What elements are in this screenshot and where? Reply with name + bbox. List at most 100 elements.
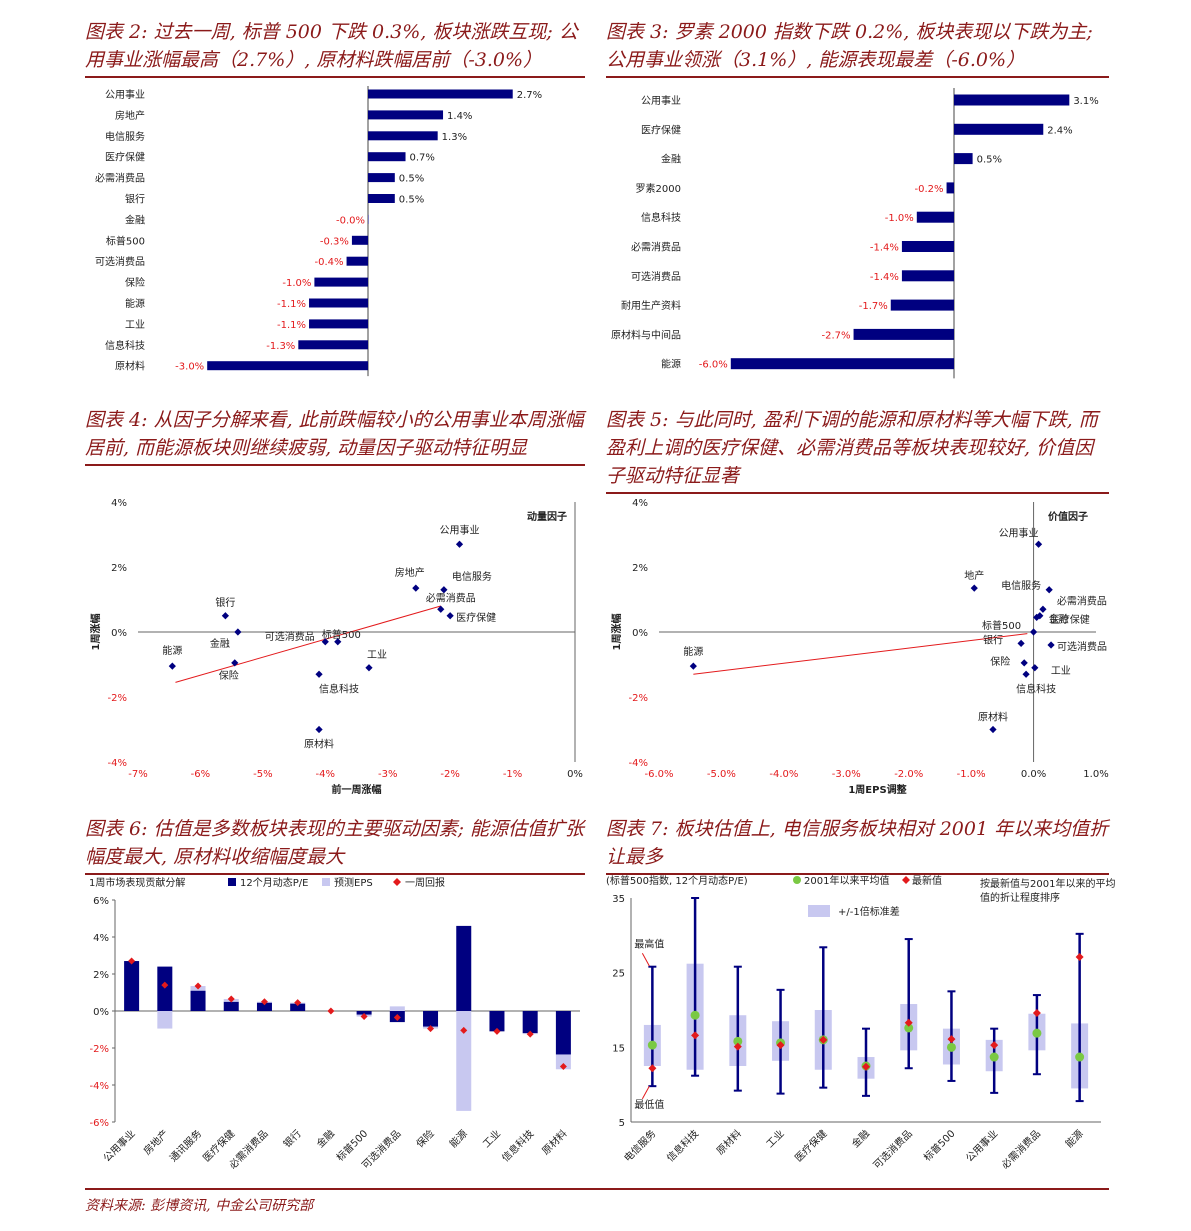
fig6-legend-swatch — [393, 878, 401, 886]
fig7-average-marker — [690, 1010, 700, 1020]
fig2-category-label: 标普500 — [106, 234, 145, 247]
fig4-point — [315, 725, 323, 734]
fig3-title: 图表 3: 罗素 2000 指数下跌 0.2%, 板块表现以下跌为主; 公用事业… — [606, 18, 1109, 78]
fig3-category-label: 公用事业 — [641, 94, 681, 107]
fig6-eps-bar — [157, 1011, 173, 1029]
fig3-value-label: 3.1% — [1073, 96, 1098, 107]
fig4-point — [221, 612, 229, 620]
fig4-x-tick: -6% — [191, 769, 210, 780]
fig3-bar — [954, 94, 1070, 106]
fig3-bar — [730, 358, 954, 370]
fig4-x-tick: -5% — [253, 769, 272, 780]
fig7-average-marker — [733, 1036, 743, 1046]
fig6-return-marker — [194, 982, 202, 990]
fig3-category-label: 信息科技 — [641, 211, 681, 224]
fig3-category-label: 能源 — [661, 358, 681, 371]
fig5-title: 图表 5: 与此同时, 盈利下调的能源和原材料等大幅下跌, 而盈利上调的医疗保健… — [606, 406, 1109, 494]
fig5-x-tick: -3.0% — [832, 769, 861, 780]
fig7-average-marker — [904, 1023, 914, 1033]
fig7-min-arrow — [641, 1085, 650, 1100]
fig6-legend-label: 12个月动态P/E — [240, 876, 308, 889]
fig4-trend-line — [175, 605, 441, 683]
fig5-point-label: 医疗保健 — [1050, 613, 1090, 626]
fig6-y-tick: -2% — [90, 1044, 109, 1055]
fig7-category-label: 电信服务 — [621, 1127, 658, 1164]
fig2-value-label: -1.1% — [277, 320, 306, 331]
fig5-point-label: 可选消费品 — [1057, 640, 1107, 653]
fig7-note-line2: 值的折让程度排序 — [980, 891, 1060, 904]
fig5-point-label: 能源 — [683, 645, 703, 658]
fig4-point-label: 能源 — [162, 644, 182, 657]
fig2-value-label: -3.0% — [175, 362, 204, 373]
fig6-y-tick: 6% — [93, 896, 109, 907]
fig2-panel: 图表 2: 过去一周, 标普 500 下跌 0.3%, 板块涨跌互现; 公用事业… — [85, 18, 585, 388]
fig5-legend: 价值因子 — [1048, 510, 1088, 523]
fig5-point — [1034, 540, 1043, 548]
fig3-bar — [901, 241, 954, 252]
fig5-point-label: 工业 — [1051, 665, 1071, 677]
fig2-bar — [309, 298, 368, 308]
fig4-x-tick: -3% — [378, 769, 397, 780]
fig2-value-label: -1.3% — [266, 341, 295, 352]
fig7-header: (标普500指数, 12个月动态P/E) — [606, 874, 748, 887]
fig2-bar — [368, 214, 369, 224]
fig3-bar — [890, 299, 954, 311]
fig2-category-label: 金融 — [125, 213, 145, 226]
fig7-legend-band-swatch — [808, 905, 830, 917]
fig2-value-label: -0.0% — [336, 215, 365, 226]
fig3-value-label: 2.4% — [1047, 125, 1072, 136]
fig4-y-tick: -2% — [108, 693, 127, 704]
fig4-point-label: 原材料 — [304, 738, 334, 751]
fig2-bar — [368, 89, 513, 99]
fig7-y-tick: 25 — [612, 969, 625, 980]
fig7-category-label: 公用事业 — [963, 1127, 1000, 1164]
fig6-pe-bar — [555, 1011, 571, 1055]
fig6-header: 1周市场表现贡献分解 — [89, 876, 185, 889]
fig6-y-tick: 0% — [93, 1007, 109, 1018]
fig4-point-label: 标普500 — [322, 628, 361, 641]
fig5-y-tick: -2% — [629, 693, 648, 704]
fig6-eps-bar — [555, 1054, 571, 1070]
fig4-point — [231, 659, 239, 667]
fig5-point — [1045, 586, 1053, 594]
fig6-category-label: 金融 — [314, 1127, 337, 1150]
fig4-panel: 图表 4: 从因子分解来看, 此前跌幅较小的公用事业本周涨幅居前, 而能源板块则… — [85, 406, 585, 796]
fig3-category-label: 必需消费品 — [631, 241, 681, 254]
fig7-max-annotation: 最高值 — [634, 937, 664, 950]
fig5-y-tick: 2% — [632, 563, 648, 574]
fig4-point — [168, 662, 176, 670]
fig6-pe-bar — [223, 1001, 239, 1011]
fig7-category-label: 能源 — [1062, 1127, 1085, 1150]
fig2-category-label: 可选消费品 — [95, 255, 145, 268]
fig4-point-label: 公用事业 — [440, 523, 480, 536]
fig7-category-label: 工业 — [764, 1128, 787, 1151]
fig7-latest-marker — [819, 1035, 828, 1044]
fig2-value-label: 0.5% — [399, 195, 424, 206]
fig2-bar — [368, 194, 395, 203]
fig7-y-tick: 15 — [612, 1043, 625, 1054]
fig4-point — [455, 540, 464, 548]
fig2-bar — [207, 361, 368, 371]
fig7-latest-marker — [648, 1064, 657, 1073]
fig2-value-label: 1.3% — [442, 132, 467, 143]
fig6-category-label: 信息科技 — [499, 1127, 536, 1164]
fig7-latest-marker — [776, 1041, 785, 1050]
fig5-x-tick: -5.0% — [707, 769, 736, 780]
fig3-value-label: -6.0% — [699, 360, 728, 371]
fig6-chart: 1周市场表现贡献分解 12个月动态P/E 预测EPS 一周回报 6% 4% 2% 0% -2% -… — [89, 876, 580, 1171]
fig2-bar — [368, 173, 395, 183]
fig6-return-marker — [294, 999, 302, 1007]
fig4-point — [234, 628, 242, 636]
fig5-point-label: 必需消费品 — [1057, 594, 1107, 607]
fig6-legend-label: 一周回报 — [405, 876, 445, 889]
fig6-legend-label: 预测EPS — [334, 876, 373, 889]
fig5-x-tick: -4.0% — [769, 769, 798, 780]
fig5-y-label: 1周涨幅 — [610, 614, 623, 651]
fig7-average-marker — [1032, 1028, 1042, 1038]
fig2-category-label: 公用事业 — [105, 88, 145, 101]
fig7-latest-marker — [733, 1042, 742, 1051]
fig4-point — [315, 670, 323, 678]
fig5-point-label: 电信服务 — [1001, 579, 1041, 592]
fig5-x-tick: -1.0% — [957, 769, 986, 780]
fig6-return-marker — [526, 1030, 534, 1038]
